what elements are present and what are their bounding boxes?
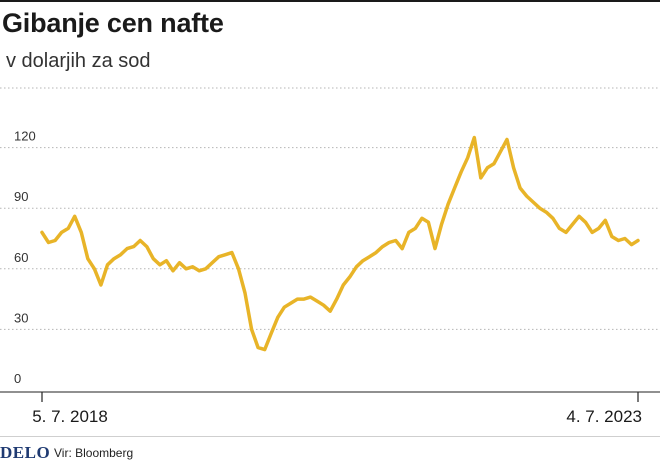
top-rule [0,0,660,2]
x-axis: 5. 7. 2018 4. 7. 2023 [0,391,660,426]
y-axis-ticks: 0 30 60 90 120 [14,129,36,386]
series-line-oil-price [40,135,640,352]
footer-rule [0,436,660,437]
chart-subtitle: v dolarjih za sod [6,50,151,72]
grid-lines [0,87,660,330]
y-tick-label: 120 [14,129,36,144]
y-tick-label: 30 [14,310,28,325]
brand-logo: DELO [0,443,51,462]
y-tick-label: 90 [14,189,28,204]
x-tick-label: 4. 7. 2023 [566,407,642,426]
line-chart: 0 30 60 90 120 5. 7. 2018 4. 7. 2023 [0,87,660,426]
x-tick-label: 5. 7. 2018 [32,407,108,426]
series-group [40,135,640,352]
y-tick-label: 60 [14,250,28,265]
source-note: Vir: Bloomberg [54,446,134,460]
chart-title: Gibanje cen nafte [2,8,224,38]
y-tick-label: 0 [14,371,21,386]
